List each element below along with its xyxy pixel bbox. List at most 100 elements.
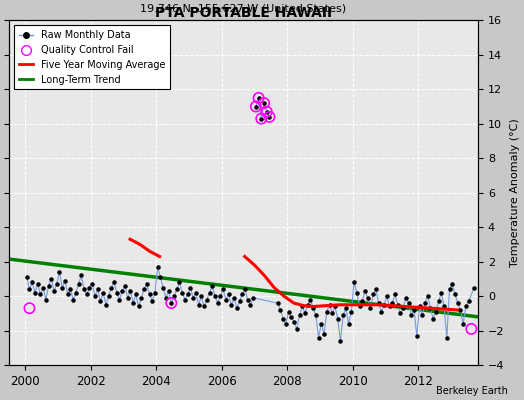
Point (260, 100, 268, 106)
Point (159, 284, 167, 291)
Point (230, 295, 238, 301)
Point (233, 305, 241, 312)
Point (99, 290, 107, 296)
Point (456, 307, 465, 313)
Point (31, 290, 39, 296)
Point (126, 288, 135, 294)
Point (282, 320, 290, 327)
Point (23, 274, 31, 280)
Point (263, 108, 271, 115)
Point (208, 283, 216, 289)
Point (227, 302, 235, 308)
Point (25, 305, 34, 312)
Point (312, 312, 320, 318)
Point (342, 305, 350, 312)
Point (366, 305, 375, 312)
Point (255, 95, 263, 101)
Point (110, 279, 118, 286)
Point (151, 290, 159, 296)
Point (309, 305, 318, 312)
Point (391, 291, 399, 298)
Point (249, 295, 257, 301)
Point (292, 326, 301, 332)
Point (440, 303, 448, 310)
Point (260, 100, 268, 106)
Point (156, 274, 165, 280)
Point (192, 290, 200, 296)
Point (377, 308, 386, 315)
Point (241, 286, 249, 292)
Point (416, 303, 424, 310)
Point (265, 114, 274, 120)
Point (448, 281, 456, 287)
Point (200, 303, 208, 310)
Point (88, 281, 96, 287)
Point (203, 296, 211, 303)
Point (333, 315, 342, 322)
Point (445, 286, 454, 292)
Point (148, 298, 157, 304)
Point (306, 296, 314, 303)
Point (244, 296, 252, 303)
Point (235, 298, 244, 304)
Point (183, 291, 192, 298)
Point (96, 298, 105, 304)
Point (145, 291, 154, 298)
Point (396, 310, 405, 316)
Point (143, 281, 151, 287)
Point (443, 334, 451, 341)
Point (178, 290, 187, 296)
Point (129, 300, 137, 306)
Point (66, 286, 74, 292)
Point (25, 286, 34, 292)
Point (102, 302, 110, 308)
Point (290, 319, 298, 325)
Point (45, 283, 53, 289)
Point (170, 293, 178, 299)
Point (107, 284, 115, 291)
Y-axis label: Temperature Anomaly (°C): Temperature Anomaly (°C) (510, 118, 520, 267)
Point (61, 278, 69, 284)
Point (165, 288, 173, 294)
Point (134, 303, 143, 310)
Point (74, 281, 83, 287)
Point (50, 288, 58, 294)
Text: 19.746 N, 155.627 W (United States): 19.746 N, 155.627 W (United States) (140, 4, 346, 14)
Point (274, 300, 282, 306)
Point (252, 103, 260, 110)
Point (263, 108, 271, 115)
Point (93, 286, 102, 292)
Point (34, 281, 42, 287)
Point (56, 269, 64, 275)
Point (344, 320, 353, 327)
Point (162, 295, 170, 301)
Point (91, 293, 99, 299)
Point (52, 281, 61, 287)
Point (72, 290, 80, 296)
Point (459, 320, 467, 327)
Point (336, 338, 345, 344)
Point (350, 279, 358, 286)
Point (255, 95, 263, 101)
Point (132, 291, 140, 298)
Point (412, 333, 421, 339)
Point (216, 293, 225, 299)
Point (121, 283, 129, 289)
Point (205, 290, 214, 296)
Title: PTA PORTABLE HAWAII: PTA PORTABLE HAWAII (155, 6, 332, 20)
Point (285, 308, 293, 315)
Point (80, 286, 88, 292)
Point (238, 291, 246, 298)
Point (222, 296, 230, 303)
Point (331, 303, 339, 310)
Point (355, 303, 364, 310)
Point (39, 284, 47, 291)
Point (453, 300, 462, 306)
Point (58, 284, 67, 291)
Point (298, 303, 307, 310)
Point (358, 298, 366, 304)
Point (462, 303, 470, 310)
Point (429, 315, 438, 322)
Point (451, 291, 459, 298)
Point (167, 300, 176, 306)
